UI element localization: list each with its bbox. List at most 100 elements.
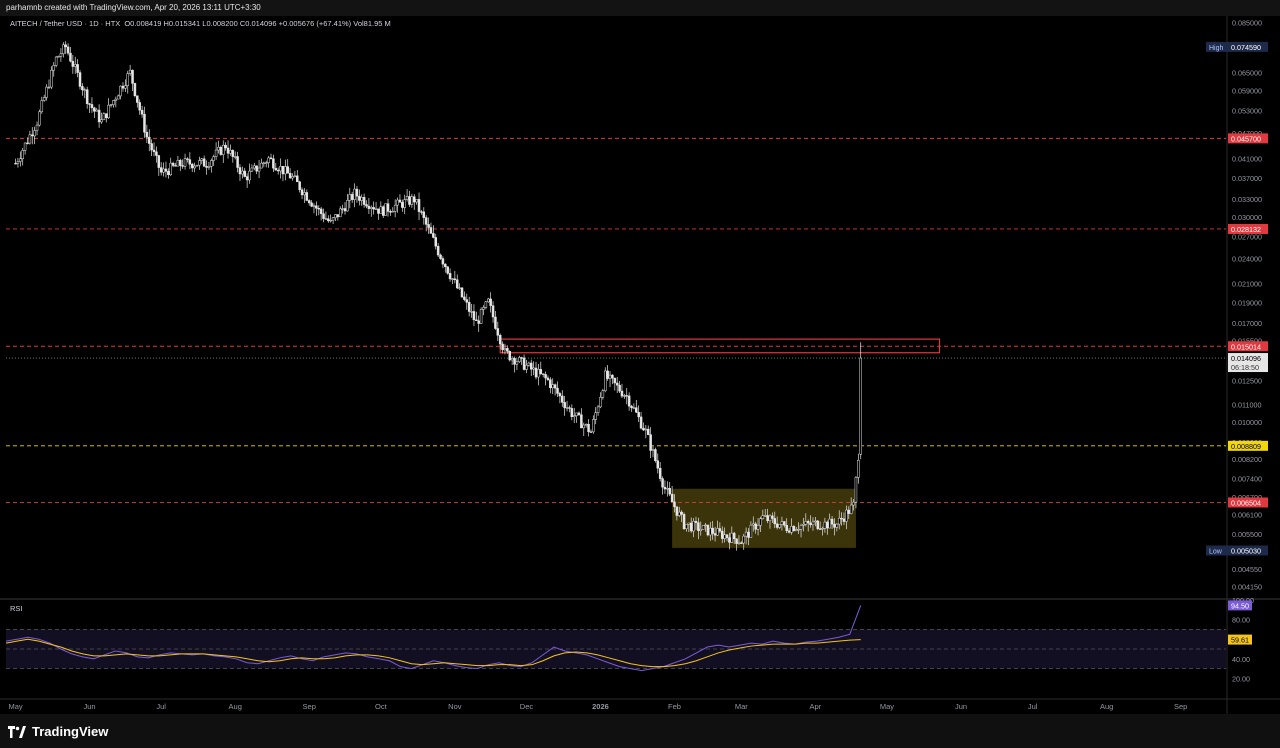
candle-body xyxy=(396,199,399,206)
candle-body xyxy=(167,171,170,175)
candle-body xyxy=(642,427,645,431)
candle-body xyxy=(754,523,757,530)
price-tick-label: 0.017000 xyxy=(1232,319,1262,328)
time-tick-label: Jun xyxy=(955,702,967,711)
candle-body xyxy=(23,142,27,151)
candle-body xyxy=(799,525,803,530)
candle-body xyxy=(181,165,184,167)
candle-body xyxy=(107,104,110,119)
candles-layer xyxy=(14,41,862,551)
candle-body xyxy=(711,527,714,534)
candle-body xyxy=(212,156,215,161)
levels-layer xyxy=(6,137,1226,503)
candle-body xyxy=(331,217,335,221)
candle-body xyxy=(732,532,736,540)
time-tick-label: Mar xyxy=(735,702,748,711)
candle-body xyxy=(541,373,545,375)
candle-body xyxy=(830,518,834,525)
candle-body xyxy=(654,449,657,461)
candle-body xyxy=(152,149,156,153)
candle-body xyxy=(57,56,60,58)
candle-body xyxy=(627,395,631,407)
candle-body xyxy=(362,197,366,205)
candle-body xyxy=(233,156,237,158)
candle-body xyxy=(413,196,416,203)
high-badge xyxy=(1206,41,1268,52)
candle-body xyxy=(350,194,354,200)
candle-body xyxy=(510,358,514,361)
chart-canvas[interactable]: 0.085000 0.074590 0.065000 0.059000 0.053000… xyxy=(0,0,1280,714)
candle-body xyxy=(393,204,397,212)
candle-body xyxy=(692,520,695,532)
candle-body xyxy=(666,488,669,490)
candle-body xyxy=(377,208,380,214)
candle-body xyxy=(522,357,526,370)
candle-body xyxy=(637,412,640,418)
candle-body xyxy=(353,188,356,200)
rsi-value-badge-text: 94.50 xyxy=(1231,601,1249,610)
candle-body xyxy=(797,529,800,531)
candle-body xyxy=(508,351,512,361)
candle-body xyxy=(718,528,722,532)
candle-body xyxy=(498,335,502,345)
price-tick-label: 0.059000 xyxy=(1232,87,1262,96)
candle-body xyxy=(625,395,628,397)
symbol-legend: AITECH / Tether USD · 1D · HTX O0.008419 … xyxy=(10,19,391,28)
candle-body xyxy=(174,165,177,167)
candle-body xyxy=(403,199,406,208)
candle-body xyxy=(482,307,485,310)
candle-body xyxy=(202,158,206,167)
candle-body xyxy=(518,357,521,363)
candle-body xyxy=(768,515,772,522)
candle-body xyxy=(343,208,347,212)
candle-body xyxy=(114,98,118,101)
axis-layer: 0.085000 0.074590 0.065000 0.059000 0.053000… xyxy=(8,18,1262,711)
candle-body xyxy=(520,357,523,359)
price-tick-label: 0.024000 xyxy=(1232,255,1262,264)
candle-body xyxy=(105,113,108,119)
candle-body xyxy=(21,150,24,160)
candle-body xyxy=(186,158,189,160)
candle-body xyxy=(840,517,843,520)
candle-body xyxy=(601,390,605,398)
zones-layer xyxy=(499,338,941,548)
candle-body xyxy=(102,113,106,121)
price-tick-label: 0.041000 xyxy=(1232,155,1262,164)
candle-body xyxy=(210,160,213,167)
candle-body xyxy=(279,166,282,172)
candle-body xyxy=(503,348,507,351)
low-badge-value: 0.005030 xyxy=(1231,546,1261,555)
candle-body xyxy=(159,167,163,173)
candle-body xyxy=(673,501,676,508)
candle-body xyxy=(303,192,306,196)
candle-body xyxy=(854,477,858,503)
price-tick-label: 0.019000 xyxy=(1232,298,1262,307)
candle-body xyxy=(546,377,550,380)
rsi-tick-label: 40.00 xyxy=(1232,655,1250,664)
candle-body xyxy=(491,305,495,318)
candle-body xyxy=(775,523,779,528)
candle-body xyxy=(494,316,497,329)
candle-body xyxy=(747,531,750,538)
price-tick-label: 0.015500 xyxy=(1232,336,1262,345)
candle-body xyxy=(725,534,729,538)
candle-body xyxy=(439,254,442,259)
level-price-badge xyxy=(1228,497,1268,508)
candle-body xyxy=(720,530,724,539)
candle-body xyxy=(752,523,755,526)
candle-body xyxy=(465,299,469,303)
price-tick-label: 0.011000 xyxy=(1232,400,1261,409)
attribution-text: parhamnb created with TradingView.com, A… xyxy=(6,3,261,12)
candle-body xyxy=(551,384,554,389)
candle-body xyxy=(398,199,402,203)
candle-body xyxy=(47,86,51,89)
candle-body xyxy=(568,407,571,409)
candle-body xyxy=(241,170,244,175)
tradingview-logo[interactable]: TradingView xyxy=(8,724,108,739)
candle-body xyxy=(563,402,566,409)
candle-body xyxy=(463,296,466,300)
candle-body xyxy=(95,109,98,112)
candle-body xyxy=(222,144,225,155)
candle-body xyxy=(587,423,590,433)
candle-body xyxy=(145,131,149,138)
